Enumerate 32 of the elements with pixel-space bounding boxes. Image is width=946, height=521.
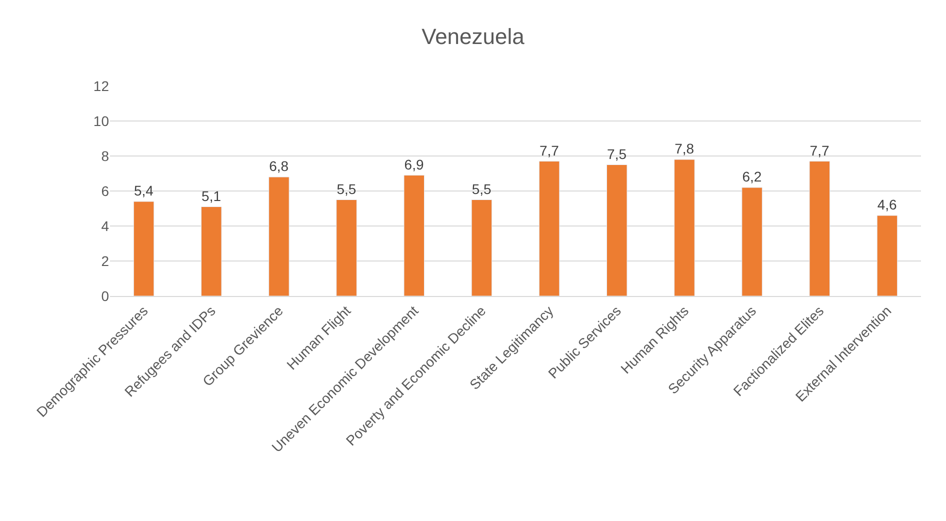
y-tick-label: 6 (101, 182, 110, 199)
data-label: 5,5 (336, 180, 356, 197)
bar (200, 206, 222, 296)
y-tick-label: 12 (93, 78, 110, 94)
data-label: 7,7 (810, 142, 830, 158)
bar (674, 159, 695, 296)
bar (809, 161, 830, 296)
data-label: 7,5 (607, 146, 627, 162)
bar (268, 176, 290, 296)
data-label: 7,7 (539, 142, 560, 158)
bar (742, 187, 762, 296)
bar (133, 201, 154, 296)
bar (876, 215, 898, 296)
y-tick-label: 2 (101, 252, 110, 269)
bar (538, 161, 560, 296)
data-label: 4,6 (877, 196, 898, 212)
data-label: 5,4 (134, 182, 154, 198)
data-label: 5,1 (202, 188, 222, 204)
y-tick-label: 4 (101, 218, 110, 234)
data-label: 6,2 (742, 168, 762, 184)
data-label: 5,5 (472, 180, 492, 197)
chart-title: Venezuela (422, 24, 526, 50)
bar (336, 200, 357, 296)
data-label: 6,8 (269, 158, 289, 174)
y-tick-label: 10 (93, 112, 110, 129)
bar (404, 175, 425, 296)
data-label: 7,8 (674, 140, 694, 156)
bar (606, 164, 628, 296)
bar (471, 200, 492, 296)
y-tick-label: 8 (101, 148, 110, 164)
data-label: 6,9 (404, 156, 424, 172)
y-tick-label: 0 (101, 288, 110, 304)
